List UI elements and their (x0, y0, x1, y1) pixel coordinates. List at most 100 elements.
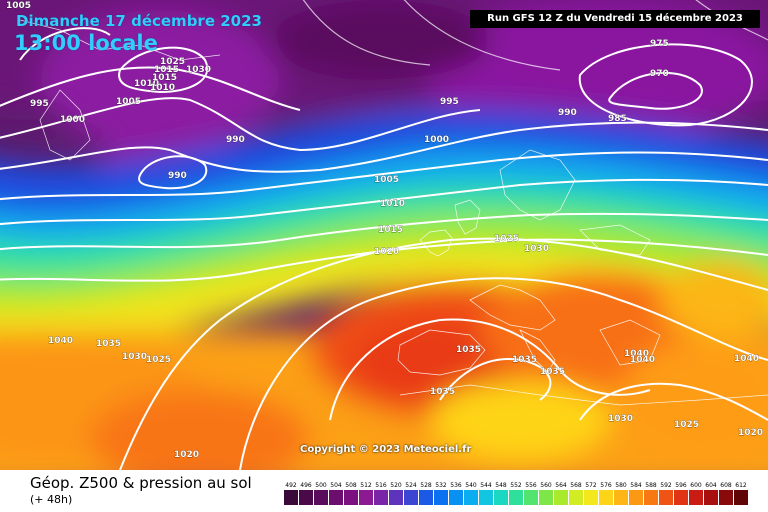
isobar-label: 985 (608, 114, 627, 124)
scale-swatch (524, 490, 538, 505)
scale-label: 544 (480, 482, 492, 489)
isobar-label: 1015 (152, 73, 177, 83)
scale-label: 600 (690, 482, 702, 489)
isobar-labels: 1005 995 1000 1005 1010 1015 1025 1030 1… (6, 1, 763, 460)
legend-title: Géop. Z500 & pression au sol (30, 474, 252, 492)
isobar-label: 1030 (186, 65, 211, 75)
isobar-label: 1030 (524, 244, 549, 254)
scale-label: 520 (390, 482, 402, 489)
geopotential-map-canvas: 1005 995 1000 1005 1010 1015 1025 1030 1… (0, 0, 768, 470)
scale-swatches (284, 490, 748, 505)
isobar-label: 990 (558, 108, 577, 118)
scale-swatch (359, 490, 373, 505)
isobar-label: 1015 (378, 225, 403, 235)
isobar-label: 1005 (374, 175, 399, 185)
scale-swatch (464, 490, 478, 505)
scale-label: 560 (540, 482, 552, 489)
isobar-label: 1010 (134, 79, 159, 89)
weather-map: 1005 995 1000 1005 1010 1015 1025 1030 1… (0, 0, 768, 470)
isobar-label: 1030 (122, 352, 147, 362)
isobar-label: 1010 (380, 199, 405, 209)
scale-label: 496 (300, 482, 312, 489)
scale-label: 512 (360, 482, 372, 489)
isobar-label: 1030 (608, 414, 633, 424)
scale-swatch (539, 490, 553, 505)
isobar-label: 1005 (6, 1, 31, 11)
scale-swatch (734, 490, 748, 505)
copyright-notice: Copyright © 2023 Meteociel.fr (300, 444, 472, 455)
isobar-label: 1040 (48, 336, 73, 346)
isobar-label: 1025 (160, 57, 185, 67)
scale-swatch (614, 490, 628, 505)
scale-swatch (689, 490, 703, 505)
scale-label: 504 (330, 482, 342, 489)
scale-swatch (344, 490, 358, 505)
isobar-label: 1000 (424, 135, 449, 145)
isobar-label: 1005 (116, 97, 141, 107)
scale-label: 516 (375, 482, 387, 489)
forecast-date: Dimanche 17 décembre 2023 (16, 12, 262, 30)
scale-label: 508 (345, 482, 357, 489)
isobar-label: 1035 (456, 345, 481, 355)
scale-label: 612 (735, 482, 747, 489)
scale-label: 500 (315, 482, 327, 489)
isobar-label: 1010 (150, 83, 175, 93)
scale-label: 576 (600, 482, 612, 489)
scale-label: 592 (660, 482, 672, 489)
isobar-label: 1025 (146, 355, 171, 365)
scale-label: 552 (510, 482, 522, 489)
scale-swatch (629, 490, 643, 505)
scale-swatch (449, 490, 463, 505)
scale-swatch (434, 490, 448, 505)
scale-swatch (494, 490, 508, 505)
scale-swatch (704, 490, 718, 505)
scale-label: 528 (420, 482, 432, 489)
scale-label: 588 (645, 482, 657, 489)
isobar-label: 1020 (738, 428, 763, 438)
isobar-label: 975 (650, 39, 669, 49)
scale-swatch (599, 490, 613, 505)
scale-swatch (284, 490, 298, 505)
scale-label: 572 (585, 482, 597, 489)
scale-swatch (719, 490, 733, 505)
scale-swatch (674, 490, 688, 505)
isobar-label: 990 (168, 171, 187, 181)
scale-labels: 492 496 500 504 508 512 516 520 524 528 532 536 540 5… (285, 482, 747, 489)
scale-swatch (404, 490, 418, 505)
scale-swatch (314, 490, 328, 505)
scale-swatch (554, 490, 568, 505)
color-scale: 492 496 500 504 508 512 516 520 524 528 532 536 540 5… (284, 482, 748, 505)
scale-label: 596 (675, 482, 687, 489)
isobar-label: 1035 (430, 387, 455, 397)
isobar-label: 1000 (60, 115, 85, 125)
scale-swatch (584, 490, 598, 505)
scale-label: 604 (705, 482, 717, 489)
isobar-label: 995 (440, 97, 459, 107)
scale-swatch (389, 490, 403, 505)
scale-label: 536 (450, 482, 462, 489)
scale-swatch (659, 490, 673, 505)
scale-swatch (299, 490, 313, 505)
scale-swatch (644, 490, 658, 505)
isobar-label: 1020 (174, 450, 199, 460)
isobar-label: 995 (30, 99, 49, 109)
scale-label: 524 (405, 482, 417, 489)
scale-label: 548 (495, 482, 507, 489)
scale-label: 608 (720, 482, 732, 489)
scale-label: 556 (525, 482, 537, 489)
legend-subtitle: (+ 48h) (30, 493, 73, 506)
isobar-label: 1040 (624, 349, 649, 359)
isobar-label: 990 (226, 135, 245, 145)
scale-swatch (509, 490, 523, 505)
forecast-time: 13:00 locale (14, 31, 158, 55)
scale-label: 492 (285, 482, 297, 489)
scale-label: 564 (555, 482, 567, 489)
coastlines (19, 19, 768, 406)
scale-swatch (329, 490, 343, 505)
isobar-label: 1025 (494, 234, 519, 244)
scale-label: 540 (465, 482, 477, 489)
scale-label: 532 (435, 482, 447, 489)
scale-label: 568 (570, 482, 582, 489)
isobar-label: 1035 (512, 355, 537, 365)
isobar-lines (0, 27, 768, 470)
